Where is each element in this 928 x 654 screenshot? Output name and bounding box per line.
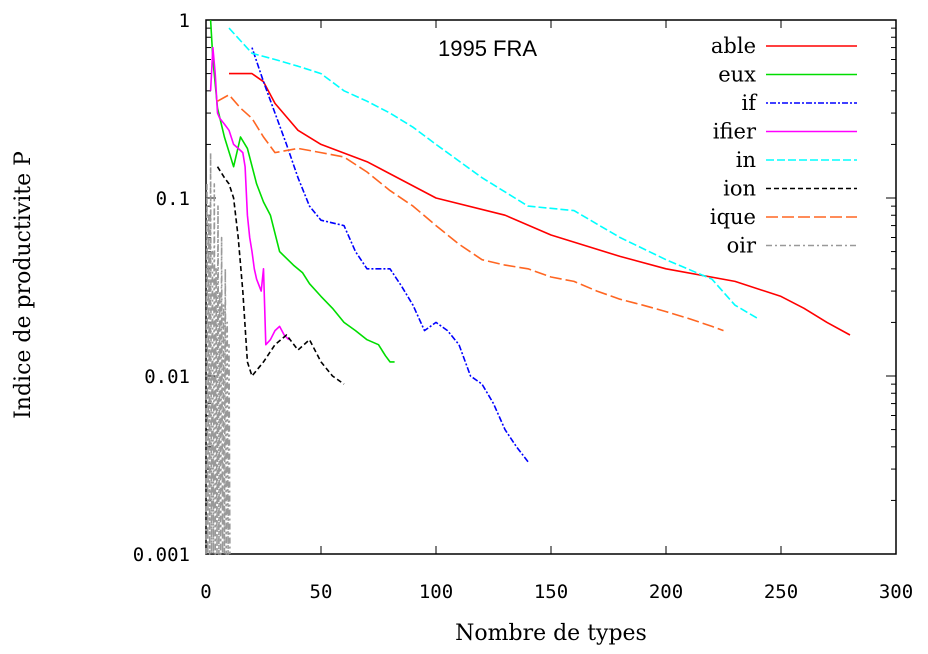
x-axis-title: Nombre de types (455, 621, 647, 646)
x-tick-label: 150 (534, 581, 568, 603)
series-line-able (229, 72, 851, 336)
axis-ticks: 0 50 100 150 200 250 300 1 0.1 0.01 0.001 (133, 10, 913, 603)
legend-label-if: if (742, 91, 759, 115)
chart-title: 1995 FRA (438, 36, 537, 61)
series-line-ique (217, 94, 724, 332)
x-tick-label: 100 (419, 581, 453, 603)
legend-label-ifier: ifier (713, 120, 757, 144)
series-line-ion (216, 166, 345, 385)
series-line-if (251, 47, 529, 463)
series-line-in (228, 27, 759, 320)
y-tick-label: 1 (179, 10, 190, 32)
x-tick-label: 300 (879, 581, 913, 603)
x-tick-label: 200 (649, 581, 683, 603)
x-tick-label: 0 (200, 581, 211, 603)
y-tick-label: 0.001 (133, 544, 190, 566)
legend-label-ion: ion (723, 177, 756, 201)
series-line-eux (209, 19, 395, 363)
y-tick-label: 0.1 (156, 188, 190, 210)
legend: able eux if ifier in ion ique oir (710, 34, 857, 258)
series-layer (205, 19, 851, 555)
series-line-ifier (209, 46, 290, 346)
legend-label-in: in (736, 148, 756, 172)
legend-label-eux: eux (718, 63, 756, 87)
x-tick-label: 50 (310, 581, 333, 603)
x-tick-label: 250 (764, 581, 798, 603)
series-line-oir (205, 151, 231, 555)
legend-label-oir: oir (727, 234, 757, 258)
y-axis-title: Indice de productivite P (11, 151, 36, 419)
legend-label-ique: ique (710, 205, 756, 229)
y-tick-label: 0.01 (144, 366, 190, 388)
plot-frame (205, 19, 897, 555)
legend-label-able: able (711, 34, 756, 58)
